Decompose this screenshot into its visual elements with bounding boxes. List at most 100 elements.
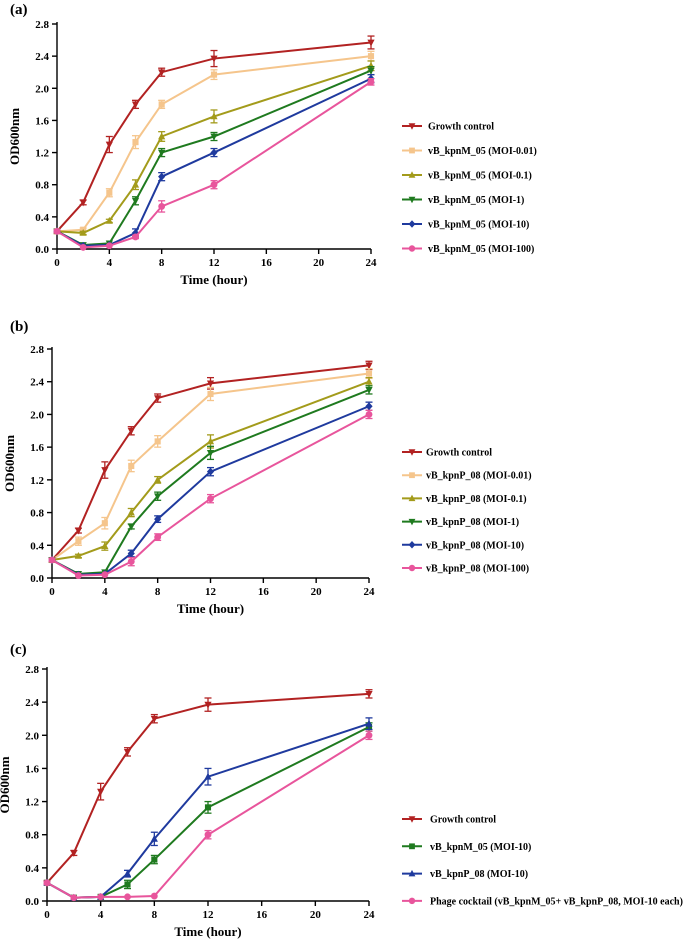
data-point	[210, 55, 218, 63]
data-point	[367, 78, 375, 86]
data-point	[204, 701, 212, 709]
data-point	[367, 53, 375, 60]
data-point	[75, 538, 82, 545]
data-point	[97, 788, 105, 796]
legend-marker	[408, 494, 416, 502]
x-tick-label: 0	[44, 909, 50, 921]
legend-marker	[408, 245, 416, 252]
data-point	[131, 180, 140, 188]
x-tick-label: 4	[107, 257, 113, 269]
legend-item: vB_kpnM_05 (MOI-0.01)	[402, 146, 537, 157]
data-point	[210, 181, 218, 189]
legend-label: Growth control	[430, 815, 496, 826]
data-point	[204, 804, 212, 811]
x-tick-label: 20	[313, 257, 325, 269]
x-axis-title: Time (hour)	[174, 924, 241, 939]
data-point	[132, 139, 139, 146]
data-point	[74, 572, 82, 579]
y-tick-label: 0.4	[30, 540, 44, 552]
y-tick-label: 0.4	[25, 863, 39, 875]
x-tick-label: 12	[203, 909, 215, 921]
legend-marker	[409, 472, 415, 479]
series-4	[43, 730, 373, 902]
data-point	[151, 856, 158, 863]
y-tick-label: 2.0	[25, 730, 39, 742]
y-tick-label: 1.2	[25, 797, 39, 809]
data-point	[210, 112, 218, 120]
legend-item: vB_kpnM_05 (MOI-1)	[402, 195, 524, 206]
x-tick-label: 12	[209, 257, 221, 269]
x-tick-label: 8	[159, 257, 165, 269]
legend-item: vB_kpnM_05 (MOI-10)	[402, 220, 529, 231]
x-tick-label: 20	[310, 909, 322, 921]
data-point	[365, 370, 373, 377]
series-6	[48, 409, 373, 579]
legend-label: vB_kpnP_08 (MOI-0.1)	[426, 494, 527, 505]
legend-marker	[408, 196, 416, 204]
x-tick-label: 24	[364, 586, 376, 598]
y-tick-label: 1.6	[30, 442, 44, 454]
x-tick-label: 0	[54, 257, 60, 269]
data-point	[367, 39, 375, 47]
y-tick-label: 0.8	[25, 830, 39, 842]
legend-label: vB_kpnP_08 (MOI-0.01)	[426, 471, 532, 482]
y-tick-label: 2.4	[35, 51, 49, 63]
data-point	[150, 892, 158, 900]
legend-label: Growth control	[426, 448, 492, 459]
legend-label: Growth control	[428, 122, 494, 133]
y-tick-label: 1.6	[35, 115, 49, 127]
x-tick-label: 4	[102, 586, 108, 598]
data-point	[365, 387, 373, 394]
data-point	[105, 141, 113, 149]
x-tick-label: 24	[366, 257, 378, 269]
data-point	[97, 893, 105, 901]
data-point	[210, 71, 218, 78]
legend-marker	[408, 123, 416, 130]
legend-label: vB_kpnM_05 (MOI-10)	[430, 842, 531, 853]
chart-panel-3: (c) 0.0 0.4 0.8 1.2 1.6 2.0 2.4 2.8 0 4 8 12 16 20 24 Ti…	[0, 642, 683, 939]
data-point	[101, 571, 109, 579]
data-point	[158, 132, 166, 140]
legend-marker	[408, 564, 416, 572]
data-point	[48, 556, 56, 564]
y-tick-label: 1.6	[25, 763, 39, 775]
data-point	[123, 748, 132, 756]
legend-label: vB_kpnM_05 (MOI-0.01)	[428, 146, 537, 157]
legend-marker	[408, 816, 416, 823]
legend-marker	[408, 449, 416, 456]
panel-label: (b)	[10, 319, 28, 335]
data-point	[154, 515, 162, 524]
y-tick-label: 2.0	[30, 409, 44, 421]
legend-label: vB_kpnP_08 (MOI-10)	[426, 540, 524, 551]
data-point	[204, 772, 212, 780]
series-6	[53, 77, 375, 251]
data-point	[53, 227, 61, 235]
series-1	[48, 360, 373, 564]
legend-label: vB_kpnM_05 (MOI-1)	[428, 195, 524, 206]
data-point	[158, 149, 166, 157]
legend-marker	[409, 147, 415, 154]
legend-item: vB_kpnP_08 (MOI-100)	[402, 564, 529, 575]
legend-item: vB_kpnP_08 (MOI-0.1)	[402, 494, 527, 505]
data-point	[206, 467, 215, 476]
data-point	[128, 462, 135, 470]
data-point	[131, 197, 140, 205]
y-tick-label: 1.2	[35, 148, 49, 160]
data-point	[101, 520, 108, 527]
chart-panel-2: (b) 0.0 0.4 0.8 1.2 1.6 2.0 2.4 2.8 0 4 8 12 16 20 24 Ti…	[2, 319, 532, 616]
y-tick-label: 0.0	[35, 244, 49, 256]
x-tick-label: 4	[98, 909, 104, 921]
legend-item: Growth control	[402, 815, 496, 826]
legend-item: vB_kpnM_05 (MOI-0.1)	[402, 171, 532, 182]
x-tick-label: 20	[311, 586, 323, 598]
y-tick-label: 0.8	[35, 180, 49, 192]
y-tick-label: 1.2	[30, 475, 44, 487]
series-1	[43, 689, 373, 887]
data-point	[207, 390, 214, 398]
x-tick-label: 16	[261, 257, 273, 269]
data-point	[210, 133, 218, 141]
panel-label: (c)	[10, 642, 27, 658]
data-point	[106, 189, 113, 196]
data-point	[79, 243, 87, 251]
data-point	[365, 362, 373, 370]
